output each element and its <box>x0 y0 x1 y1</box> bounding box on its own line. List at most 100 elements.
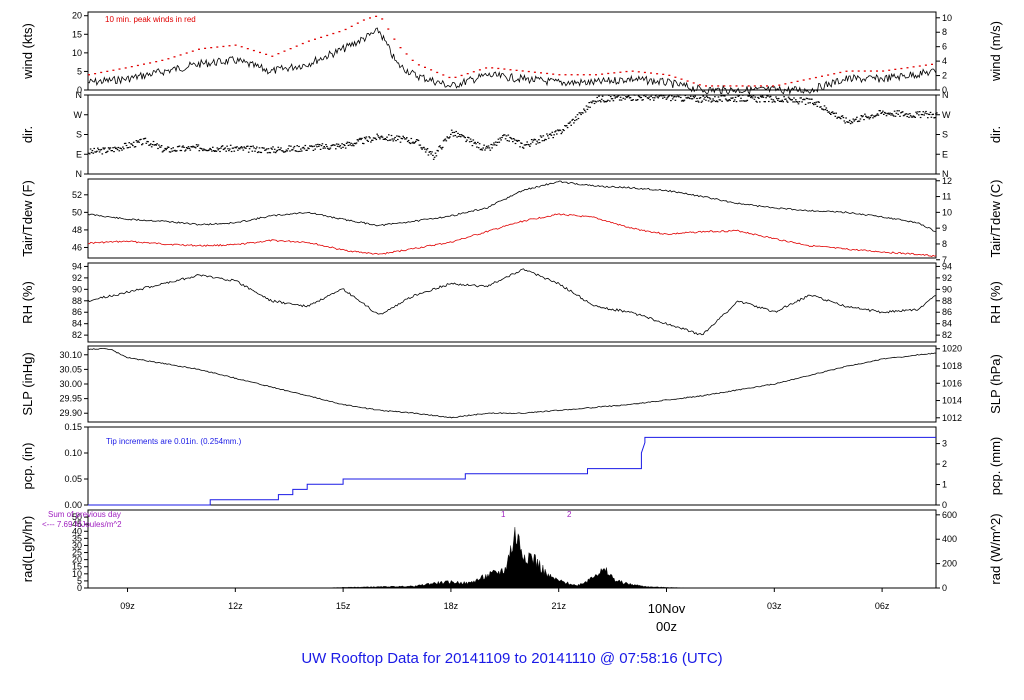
wind-direction-point <box>105 151 107 154</box>
wind-direction-point <box>688 97 690 99</box>
wind-peak-marker <box>845 70 848 72</box>
wind-direction-point <box>745 100 748 102</box>
wind-direction-point <box>685 97 687 99</box>
wind-direction-point <box>249 145 252 148</box>
wind-direction-point <box>468 137 470 139</box>
wind-direction-point <box>855 118 857 120</box>
wind-peak-marker <box>796 80 799 82</box>
wind-direction-point <box>308 148 310 150</box>
wind-direction-point <box>762 96 765 98</box>
wind-direction-point <box>788 97 791 100</box>
wind-direction-point <box>512 138 515 140</box>
wind-direction-point <box>201 148 203 150</box>
wind-peak-marker <box>106 70 109 72</box>
wind-direction-point <box>839 118 842 120</box>
wind-direction-point <box>927 113 930 115</box>
wind-direction-point <box>538 142 541 144</box>
wind-direction-point <box>321 143 324 145</box>
wind-direction-point <box>915 111 917 113</box>
wind-peak-marker <box>130 66 133 68</box>
wind-direction-point <box>757 96 759 99</box>
wind-direction-point <box>353 142 356 144</box>
wind-direction-point <box>222 148 225 151</box>
wind-direction-point <box>457 132 459 134</box>
wind-direction-point <box>453 131 456 133</box>
wind-direction-point <box>196 145 199 147</box>
wind-direction-point <box>425 149 428 151</box>
wind-peak-marker <box>851 70 854 72</box>
wind-direction-point <box>907 113 909 115</box>
wind-direction-point <box>431 151 433 153</box>
wind-direction-point <box>523 144 526 146</box>
wind-direction-point <box>263 147 265 149</box>
wind-direction-point <box>566 127 569 129</box>
precipitation-line <box>88 436 936 506</box>
wind-direction-point <box>247 151 250 153</box>
y-right-tick-label: 0 <box>942 583 947 593</box>
y-right-tick-label: 600 <box>942 510 957 520</box>
wind-direction-point <box>563 129 565 132</box>
wind-direction-point <box>538 139 540 141</box>
wind-direction-point <box>923 114 925 116</box>
wind-direction-point <box>200 147 202 150</box>
wind-direction-point <box>786 100 788 102</box>
wind-direction-point <box>654 95 657 97</box>
wind-peak-marker <box>533 71 536 73</box>
wind-direction-point <box>675 96 678 98</box>
wind-direction-point <box>673 95 676 98</box>
wind-direction-point <box>526 141 528 143</box>
wind-direction-point <box>920 113 923 116</box>
wind-direction-point <box>376 133 378 135</box>
wind-direction-point <box>151 144 154 146</box>
wind-direction-point <box>580 113 582 116</box>
wind-direction-point <box>602 100 605 102</box>
wind-direction-point <box>169 151 172 153</box>
wind-direction-point <box>540 136 543 138</box>
wind-peak-marker <box>497 67 500 70</box>
wind-direction-point <box>858 120 861 122</box>
wind-direction-point <box>366 139 369 141</box>
wind-direction-point <box>275 150 278 152</box>
wind-direction-point <box>694 95 696 97</box>
wind-peak-marker <box>686 80 689 82</box>
wind-direction-point <box>853 120 855 122</box>
wind-direction-point <box>440 147 442 149</box>
wind-direction-point <box>395 140 397 142</box>
wind-direction-point <box>702 95 704 97</box>
wind-direction-point <box>435 155 438 157</box>
wind-peak-marker <box>882 70 885 72</box>
wind-peak-marker <box>478 69 481 71</box>
wind-direction-point <box>92 152 95 154</box>
wind-peak-marker <box>234 44 237 46</box>
wind-direction-point <box>460 134 463 136</box>
wind-direction-point <box>220 147 222 149</box>
wind-direction-point <box>785 98 787 100</box>
wind-direction-point <box>796 101 799 103</box>
wind-direction-point <box>924 112 926 114</box>
wind-direction-point <box>743 100 746 102</box>
wind-peak-marker <box>857 70 860 72</box>
wind-direction-point <box>655 94 658 96</box>
wind-direction-point <box>748 95 750 97</box>
wind-direction-point <box>565 125 568 127</box>
wind-peak-marker <box>894 68 897 70</box>
panel-frame <box>87 345 937 423</box>
wind-direction-point <box>865 116 868 118</box>
wind-direction-point <box>600 98 603 100</box>
wind-direction-point <box>880 112 882 114</box>
wind-direction-point <box>754 96 757 98</box>
wind-direction-point <box>328 148 331 150</box>
wind-direction-point <box>696 97 698 100</box>
wind-direction-point <box>904 113 907 115</box>
y-tick-label: 5 <box>77 66 82 76</box>
wind-direction-point <box>605 101 607 103</box>
wind-direction-point <box>198 150 201 152</box>
y-tick-label: 0 <box>77 583 82 593</box>
wind-direction-point <box>772 99 775 101</box>
wind-direction-point <box>936 112 938 114</box>
wind-direction-point <box>760 96 763 98</box>
wind-direction-point <box>185 149 187 151</box>
wind-direction-point <box>531 141 534 143</box>
wind-direction-point <box>116 149 119 151</box>
wind-direction-point <box>359 137 361 139</box>
